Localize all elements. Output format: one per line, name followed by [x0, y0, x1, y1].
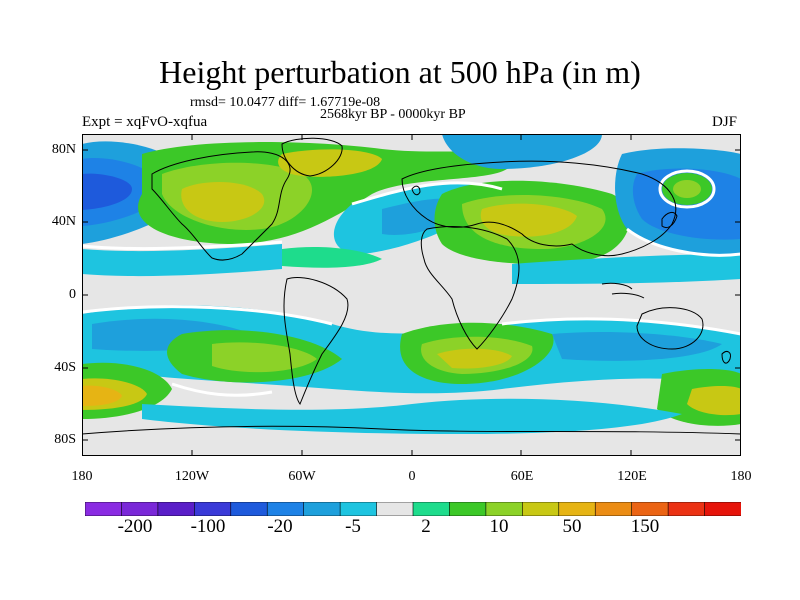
field-core-north-america-peak	[181, 182, 265, 222]
colorbar-swatch-15	[631, 502, 669, 516]
lon-tick-60w: 60W	[288, 469, 316, 484]
colorbar-label-50: 50	[562, 516, 582, 537]
field-band-tropical-pacific-negative	[82, 244, 282, 277]
experiment-label: Expt = xqFvO-xqfua	[82, 114, 208, 130]
coastline-uk	[411, 185, 421, 196]
lon-tick-120e: 120E	[617, 469, 647, 484]
colorbar-label-10: 10	[489, 516, 509, 537]
field-core-north-pacific-deep	[82, 173, 132, 210]
field-band-antarctic-negative	[142, 398, 682, 434]
colorbar-swatch-16	[667, 502, 706, 516]
field-band-tropical-indo-pacific-negative	[512, 254, 741, 284]
axis-ticks	[82, 134, 741, 456]
field-core-southern-ocean-west-peak	[82, 385, 122, 406]
field-core-north-atlantic	[278, 149, 382, 177]
field-core-southern-negative-east	[552, 332, 722, 361]
colorbar-label-minus5: -5	[345, 516, 361, 537]
colorbar-swatch-11	[485, 502, 524, 516]
colorbar-label-minus200: -200	[117, 516, 153, 537]
season-label: DJF	[712, 114, 738, 130]
colorbar-swatch-6	[303, 502, 341, 516]
stats-subtitle: rmsd= 10.0477 diff= 1.67719e-08	[190, 95, 381, 110]
field-core-southern-ocean-east	[687, 385, 741, 416]
lon-tick-60e: 60E	[510, 469, 534, 484]
coastline-north-america	[151, 151, 291, 261]
colorbar-swatch-10	[449, 502, 487, 516]
field-band-arctic-negative	[442, 134, 602, 169]
lon-tick-120w: 120W	[174, 469, 210, 484]
colorbar-swatch-2	[157, 502, 196, 516]
colorbar-label-minus20: -20	[267, 516, 293, 537]
colorbar-swatch-0	[85, 502, 123, 516]
zero-contours	[82, 169, 741, 397]
coastline-new-zealand	[721, 351, 731, 364]
field-cell-kamchatka-peak	[673, 180, 701, 198]
lat-tick-80n: 80N	[51, 142, 76, 157]
coastline-south-america	[283, 277, 349, 406]
lat-tick-0: 0	[69, 287, 76, 302]
colorbar-label-150: 150	[630, 516, 660, 537]
coastline-africa	[420, 225, 520, 350]
colorbar-swatch-7	[339, 502, 378, 516]
lat-tick-40n: 40N	[51, 214, 76, 229]
field-core-eurasia-peak	[480, 203, 577, 237]
coastline-greenland	[281, 137, 343, 177]
coastline-antarctica	[82, 425, 741, 435]
height-perturbation-map	[82, 134, 741, 456]
coastline-japan	[661, 211, 678, 229]
colorbar	[85, 502, 741, 516]
lon-tick-180e: 180	[730, 469, 752, 484]
colorbar-swatch-5	[266, 502, 305, 516]
colorbar-swatch-9	[412, 502, 451, 516]
colorbar-label-minus100: -100	[190, 516, 226, 537]
lon-tick-180w: 180	[71, 469, 93, 484]
field-core-south-atlantic-peak	[437, 348, 512, 369]
plot-title: Height perturbation at 500 hPa (in m)	[159, 54, 641, 90]
lat-tick-40s: 40S	[54, 360, 76, 375]
coastlines	[82, 137, 741, 435]
colorbar-swatch-8	[376, 502, 414, 516]
colorbar-swatch-4	[230, 502, 269, 516]
colorbar-label-2: 2	[421, 516, 431, 537]
colorbar-swatch-14	[594, 502, 633, 516]
colorbar-swatch-17	[704, 502, 741, 516]
lon-tick-0: 0	[408, 469, 416, 484]
period-subtitle: 2568kyr BP - 0000kyr BP	[320, 107, 466, 122]
field-band-tropical-atlantic-positive	[282, 247, 382, 268]
coastline-australia	[636, 307, 704, 350]
colorbar-swatch-13	[558, 502, 597, 516]
colorbar-swatch-1	[121, 502, 159, 516]
colorbar-swatch-12	[522, 502, 560, 516]
lat-tick-80s: 80S	[54, 432, 76, 447]
coastline-indonesia	[601, 282, 645, 299]
colorbar-swatch-3	[194, 502, 232, 516]
